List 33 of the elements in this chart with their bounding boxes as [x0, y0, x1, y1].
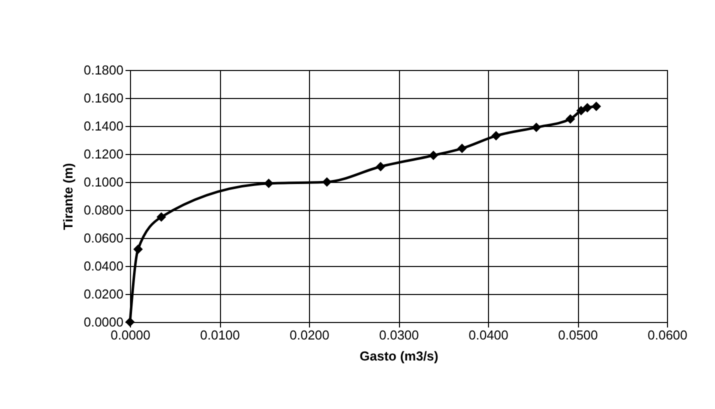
y-tick-label: 0.1400 [84, 118, 124, 134]
point [592, 102, 602, 112]
point [566, 114, 576, 124]
y-tick-label: 0.0000 [84, 314, 124, 330]
point [576, 106, 586, 116]
x-tick-label: 0.0300 [379, 328, 419, 342]
point [532, 122, 542, 132]
y-tick-label: 0.0800 [84, 202, 124, 218]
point [264, 178, 274, 188]
y-tick-label: 0.1600 [84, 90, 124, 106]
point [428, 150, 438, 160]
x-tick-label: 0.0400 [468, 328, 508, 342]
point [322, 177, 332, 187]
point [582, 103, 592, 113]
y-tick-label: 0.1200 [84, 146, 124, 162]
point [156, 212, 166, 222]
x-tick-label: 0.0500 [558, 328, 598, 342]
y-tick-label: 0.0200 [84, 286, 124, 302]
y-axis-title: Tirante (m) [60, 163, 76, 230]
x-tick-label: 0.0600 [648, 328, 688, 342]
point [125, 317, 135, 327]
y-tick-label: 0.0400 [84, 258, 124, 274]
point [491, 131, 501, 141]
y-tick-label: 0.0600 [84, 230, 124, 246]
y-tick-label: 0.1000 [84, 174, 124, 190]
x-axis-title: Gasto (m3/s) [360, 348, 438, 364]
x-tick-label: 0.0100 [200, 328, 240, 342]
point [376, 162, 386, 172]
x-tick-label: 0.0000 [110, 328, 150, 342]
point [457, 144, 467, 154]
x-tick-label: 0.0200 [290, 328, 330, 342]
y-tick-label: 0.1800 [84, 62, 124, 78]
point [133, 244, 143, 254]
